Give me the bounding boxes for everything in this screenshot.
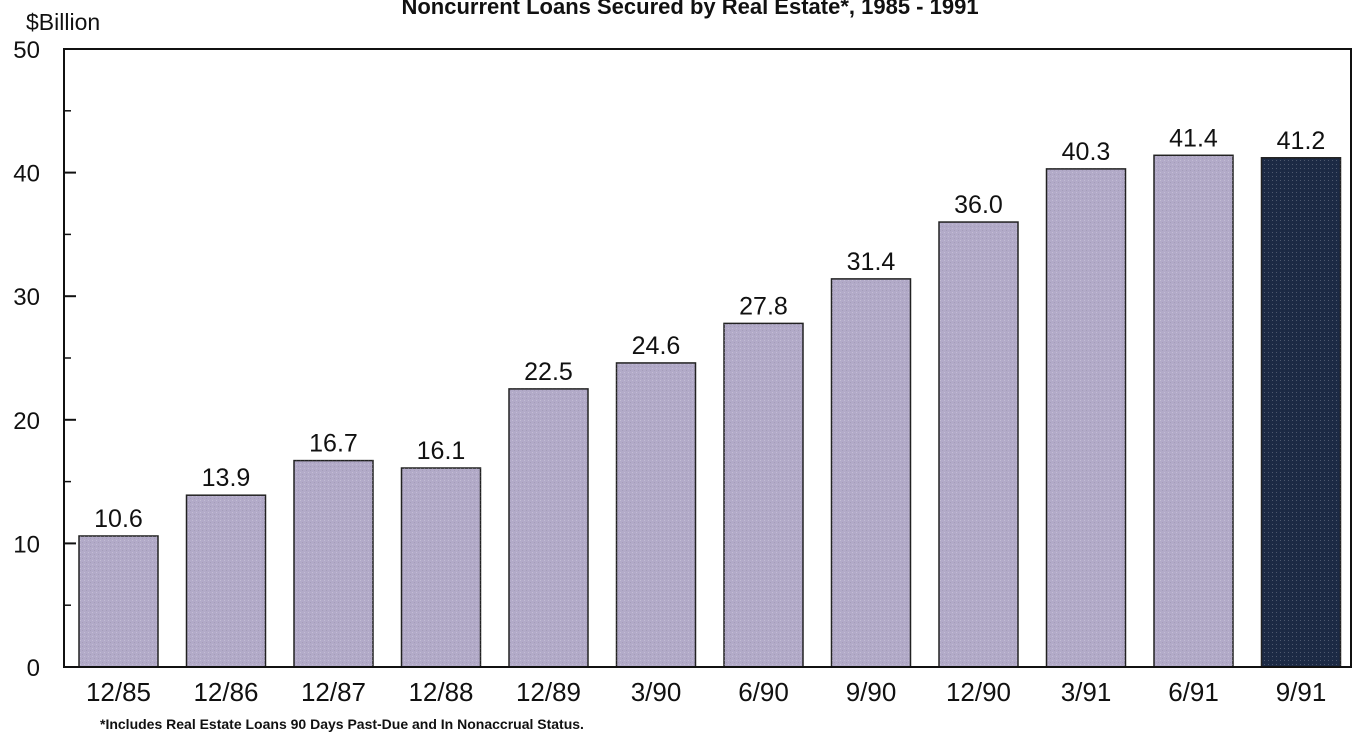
bar-texture bbox=[186, 495, 266, 667]
y-tick-label: 50 bbox=[13, 37, 40, 64]
footnote: *Includes Real Estate Loans 90 Days Past… bbox=[100, 716, 584, 732]
bar-texture bbox=[509, 388, 588, 667]
x-tick-label: 12/88 bbox=[408, 677, 473, 707]
y-tick-label: 40 bbox=[13, 161, 40, 188]
bar-texture bbox=[401, 468, 481, 667]
data-label: 41.4 bbox=[1169, 124, 1218, 152]
y-tick-label: 10 bbox=[13, 531, 40, 558]
bar-texture bbox=[1046, 168, 1126, 667]
x-tick-label: 12/89 bbox=[516, 677, 581, 707]
x-tick-label: 9/91 bbox=[1276, 677, 1327, 707]
data-label: 31.4 bbox=[847, 248, 896, 276]
x-tick-label: 12/85 bbox=[86, 677, 151, 707]
data-label: 13.9 bbox=[202, 464, 251, 492]
bar-texture bbox=[831, 278, 911, 667]
data-label: 16.1 bbox=[417, 437, 466, 465]
y-tick-label: 20 bbox=[13, 408, 40, 435]
chart-title: Noncurrent Loans Secured by Real Estate*… bbox=[401, 0, 978, 19]
x-tick-label: 12/87 bbox=[301, 677, 366, 707]
bar-texture bbox=[724, 323, 803, 667]
data-label: 40.3 bbox=[1062, 138, 1111, 166]
y-axis: 0 10 20 30 40 50 bbox=[13, 37, 76, 682]
y-axis-unit-label: $Billion bbox=[26, 9, 100, 35]
data-label: 22.5 bbox=[524, 358, 573, 386]
x-tick-label: 12/90 bbox=[946, 677, 1011, 707]
y-tick-label: 30 bbox=[13, 284, 40, 311]
x-tick-label: 12/86 bbox=[193, 677, 258, 707]
data-label: 10.6 bbox=[94, 505, 143, 533]
data-labels: 10.6 13.9 16.7 16.1 22.5 24.6 27.8 31.4 36.0 40.3… bbox=[94, 124, 1325, 533]
data-label: 24.6 bbox=[632, 332, 681, 360]
data-label: 36.0 bbox=[954, 191, 1003, 219]
x-tick-label: 6/91 bbox=[1168, 677, 1219, 707]
bar-texture bbox=[1154, 155, 1233, 667]
x-tick-label: 6/90 bbox=[738, 677, 789, 707]
bar-texture bbox=[1261, 157, 1341, 667]
plot-frame bbox=[63, 48, 1352, 668]
x-tick-label: 3/90 bbox=[631, 677, 682, 707]
data-label: 41.2 bbox=[1277, 127, 1326, 155]
y-tick-label: 0 bbox=[27, 655, 40, 682]
bar-texture bbox=[294, 460, 373, 667]
x-axis: 12/85 12/86 12/87 12/88 12/89 3/90 6/90 9/90 12/… bbox=[86, 677, 1326, 707]
bar-texture bbox=[616, 362, 696, 667]
x-tick-label: 9/90 bbox=[846, 677, 897, 707]
bar-texture bbox=[939, 222, 1018, 668]
bar-texture bbox=[79, 535, 158, 667]
data-label: 16.7 bbox=[309, 430, 358, 458]
x-tick-label: 3/91 bbox=[1061, 677, 1112, 707]
data-label: 27.8 bbox=[739, 292, 788, 320]
bars bbox=[78, 154, 1342, 668]
